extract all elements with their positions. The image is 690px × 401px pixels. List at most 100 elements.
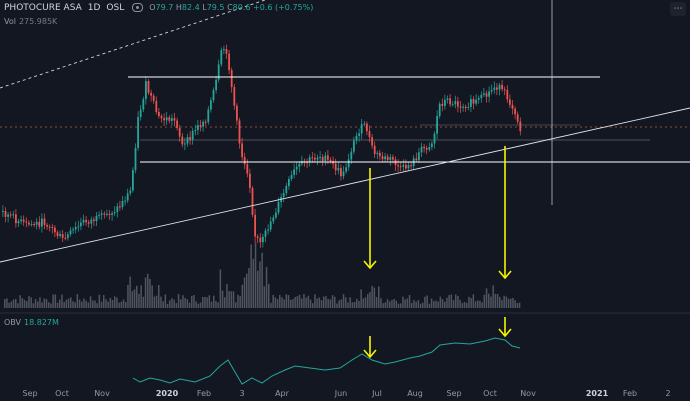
- timeframe[interactable]: 1D: [87, 3, 101, 13]
- candle-body: [293, 169, 295, 175]
- candle-body: [100, 213, 103, 215]
- volume-bar: [45, 299, 48, 308]
- volume-bar: [8, 302, 10, 308]
- volume-bar: [283, 299, 285, 308]
- volume-bar: [276, 299, 279, 308]
- candle-body: [288, 178, 290, 187]
- volume-bar: [364, 297, 367, 308]
- volume-bar: [437, 301, 439, 308]
- candle-body: [311, 157, 314, 159]
- symbol-name[interactable]: PHOTOCURE ASA: [4, 3, 82, 13]
- volume-bar: [94, 300, 96, 308]
- candle-body: [189, 137, 191, 140]
- volume-bar: [171, 298, 173, 308]
- time-axis-label: Sep: [446, 389, 462, 398]
- volume-bar: [125, 302, 127, 308]
- ohlc-values: O79.7 H82.4 L79.5 C80.6 +0.6 (+0.75%): [149, 3, 314, 12]
- volume-bar: [419, 303, 422, 308]
- candle-body: [7, 214, 9, 217]
- candle-body: [446, 98, 449, 100]
- volume-bar: [331, 295, 334, 308]
- candle-body: [9, 214, 12, 216]
- volume-bar: [48, 302, 50, 308]
- candle-body: [392, 157, 394, 160]
- volume-bar: [309, 299, 312, 308]
- candle-body: [285, 186, 288, 194]
- candle-body: [358, 133, 360, 136]
- candle-body: [28, 222, 30, 225]
- candle-body: [308, 157, 311, 163]
- candle-body: [345, 167, 347, 172]
- candle-body: [25, 221, 28, 223]
- more-icon[interactable]: ⋯: [670, 2, 686, 16]
- candle-body: [137, 117, 139, 148]
- volume-bar: [142, 296, 145, 308]
- volume-bar: [122, 299, 125, 308]
- volume-bar: [325, 296, 327, 308]
- volume-bar: [373, 287, 376, 308]
- volume-bar: [199, 302, 202, 308]
- volume-bar: [512, 297, 514, 308]
- candle-body: [399, 166, 402, 168]
- volume-bar: [342, 294, 345, 308]
- candle-body: [77, 226, 80, 228]
- candle-body: [241, 143, 243, 158]
- candle-body: [420, 146, 423, 153]
- chart-legend: PHOTOCURE ASA 1D OSL O79.7 H82.4 L79.5 C80.…: [4, 3, 313, 13]
- candle-body: [425, 148, 428, 150]
- candle-body: [347, 159, 350, 168]
- candle-body: [329, 159, 332, 162]
- candle-body: [410, 165, 412, 167]
- candle-body: [264, 230, 267, 237]
- volume-bar: [56, 302, 59, 308]
- candle-body: [108, 213, 111, 216]
- volume-bar: [336, 303, 338, 308]
- candle-body: [249, 173, 251, 188]
- candle-body: [48, 226, 51, 228]
- volume-bar: [6, 298, 8, 308]
- volume-bar: [490, 296, 492, 308]
- volume-bar: [208, 295, 211, 308]
- volume-bar: [287, 295, 290, 308]
- volume-bar: [54, 294, 57, 308]
- volume-bar: [422, 302, 424, 308]
- candle-body: [186, 137, 189, 144]
- volume-bar: [455, 294, 457, 308]
- volume-bar: [270, 302, 272, 308]
- volume-bar: [395, 300, 398, 308]
- volume-bar: [316, 298, 318, 308]
- candle-body: [321, 156, 324, 161]
- candle-body: [324, 155, 327, 161]
- volume-bar: [92, 300, 94, 308]
- candle-body: [262, 236, 264, 243]
- volume-bar: [298, 294, 301, 308]
- volume-bar: [312, 303, 314, 308]
- eye-icon[interactable]: [132, 3, 144, 12]
- candle-body: [33, 224, 35, 226]
- candle-body: [389, 157, 392, 160]
- volume-bar: [83, 298, 85, 308]
- volume-bar: [228, 290, 230, 308]
- candle-body: [59, 234, 61, 236]
- candle-body: [441, 103, 444, 106]
- candle-body: [54, 227, 56, 233]
- volume-bar: [15, 298, 17, 308]
- volume-bar: [351, 302, 354, 308]
- candle-body: [306, 162, 308, 164]
- candle-body: [316, 157, 319, 160]
- candle-body: [111, 213, 113, 216]
- exchange: OSL: [106, 3, 125, 13]
- candle-body: [386, 156, 389, 160]
- volume-bar: [415, 301, 417, 308]
- candle-body: [282, 193, 285, 198]
- volume-bar: [184, 298, 186, 308]
- candle-body: [246, 164, 249, 174]
- candle-body: [397, 165, 399, 167]
- volume-bar: [177, 294, 180, 308]
- volume-bar: [505, 296, 508, 308]
- volume-bar: [173, 299, 175, 308]
- volume-bar: [160, 296, 162, 308]
- candle-body: [106, 213, 108, 215]
